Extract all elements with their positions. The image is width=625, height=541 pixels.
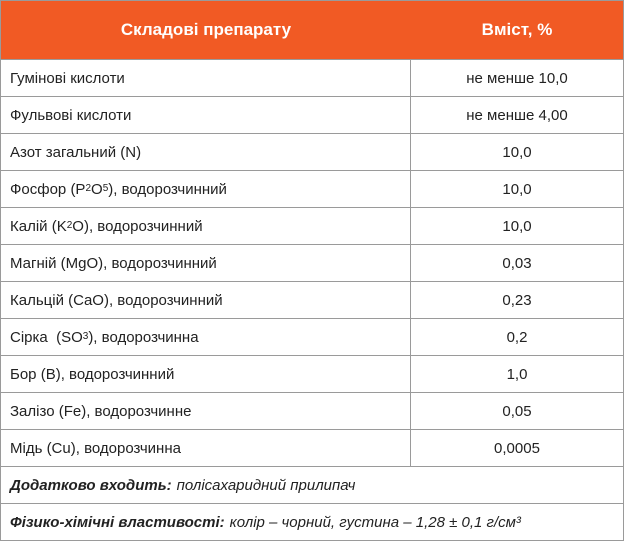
additional-note: Додатково входить: полісахаридний прилип…: [1, 466, 623, 503]
table-row: Магній (MgO), водорозчинний 0,03: [1, 244, 623, 281]
row-label: Мідь (Cu), водорозчинна: [1, 430, 411, 466]
label-part: Фосфор (P: [10, 180, 86, 198]
row-label: Азот загальний (N): [1, 134, 411, 170]
row-value: 0,05: [502, 402, 532, 420]
table-row: Залізо (Fe), водорозчинне 0,05: [1, 392, 623, 429]
label-part: Сірка (SO: [10, 328, 83, 346]
row-label: Фульвові кислоти: [1, 97, 411, 133]
row-value: 0,23: [502, 291, 532, 309]
label-part: O), водорозчинний: [72, 217, 203, 235]
table-row: Гумінові кислоти не менше 10,0: [1, 59, 623, 96]
row-value: не менше 10,0: [466, 69, 568, 87]
row-value: 10,0: [502, 143, 532, 161]
header-value: Вміст, %: [481, 20, 553, 39]
label-part: O: [91, 180, 103, 198]
row-label: Залізо (Fe), водорозчинне: [1, 393, 411, 429]
note-label: Додатково входить:: [10, 476, 172, 494]
header-name: Складові препарату: [120, 20, 292, 39]
note-label: Фізико-хімічні властивості:: [10, 513, 225, 531]
table-row: Фосфор (P 2 O 5), водорозчинний 10,0: [1, 170, 623, 207]
table-row: Кальцій (CaO), водорозчинний 0,23: [1, 281, 623, 318]
table-row: Мідь (Cu), водорозчинна 0,0005: [1, 429, 623, 466]
row-value: 10,0: [502, 180, 532, 198]
row-value: 0,03: [502, 254, 532, 272]
row-value: 0,2: [506, 328, 528, 346]
row-value: 1,0: [506, 365, 528, 383]
table-row: Фульвові кислоти не менше 4,00: [1, 96, 623, 133]
label-part: Калій (K: [10, 217, 67, 235]
note-text: полісахаридний прилипач: [176, 476, 356, 494]
table-header: Складові препарату Вміст, %: [1, 1, 623, 59]
row-label: Гумінові кислоти: [1, 60, 411, 96]
table-row: Калій (K 2 O), водорозчинний 10,0: [1, 207, 623, 244]
table-row: Азот загальний (N) 10,0: [1, 133, 623, 170]
row-value: 0,0005: [494, 439, 540, 457]
note-text: колір – чорний, густина – 1,28 ± 0,1 г/с…: [229, 513, 521, 531]
row-value: 10,0: [502, 217, 532, 235]
row-label: Фосфор (P 2 O 5), водорозчинний: [1, 171, 411, 207]
row-label: Бор (B), водорозчинний: [1, 356, 411, 392]
row-label: Калій (K 2 O), водорозчинний: [1, 208, 411, 244]
table-row: Сірка (SO 3), водорозчинна 0,2: [1, 318, 623, 355]
row-label: Магній (MgO), водорозчинний: [1, 245, 411, 281]
row-value: не менше 4,00: [466, 106, 568, 124]
row-label: Кальцій (CaO), водорозчинний: [1, 282, 411, 318]
table-row: Бор (B), водорозчинний 1,0: [1, 355, 623, 392]
label-part: ), водорозчинна: [88, 328, 199, 346]
row-label: Сірка (SO 3), водорозчинна: [1, 319, 411, 355]
label-part: ), водорозчинний: [108, 180, 227, 198]
properties-note: Фізико-хімічні властивості: колір – чорн…: [1, 503, 623, 540]
